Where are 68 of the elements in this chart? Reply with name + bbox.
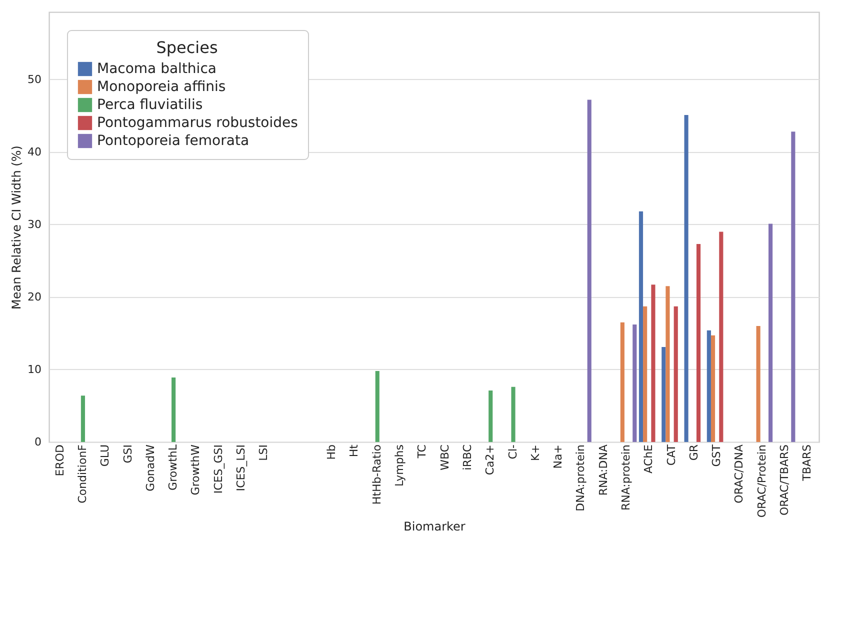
y-tick-label: 30 [28,218,42,231]
bar [710,335,716,442]
legend-label: Perca fluviatilis [97,97,203,113]
x-tick-label: ConditionF [76,444,89,504]
y-tick-label: 50 [28,72,42,86]
bar [80,396,86,442]
x-tick-label: GonadW [144,444,157,492]
bar [696,244,701,442]
x-tick-label: Ca2+ [484,444,497,476]
legend-title: Species [156,38,218,57]
legend-label: Pontoporeia femorata [97,133,250,149]
bar [375,370,380,442]
bar [662,347,666,442]
legend-label: Pontogammarus robustoides [97,115,298,131]
x-tick-label: Cl- [506,444,520,460]
bar [719,232,724,442]
legend-label: Monoporeia affinis [97,79,226,95]
x-tick-label: DNA:protein [574,444,588,512]
x-tick-label: EROD [53,444,66,476]
bar [511,386,516,442]
bar [684,114,688,442]
bar [791,132,796,442]
x-tick-label: LSI [257,444,270,461]
bar [632,324,637,442]
bar [620,322,624,442]
y-tick-label: 20 [28,290,42,304]
x-tick-label: ORAC/DNA [732,444,746,504]
bar [643,306,648,442]
bar [638,211,644,442]
x-axis-title: Biomarker [404,520,466,534]
x-tick-label: CAT [664,444,678,466]
y-tick-label: 40 [28,145,42,158]
bar [768,224,773,442]
bar [756,326,760,442]
x-tick-label: K+ [528,444,542,461]
x-tick-label: WBC [438,444,452,470]
x-tick-label: TBARS [800,444,814,482]
x-tick-label: TC [416,444,429,460]
y-tick-label: 10 [28,362,42,376]
x-tick-label: RNA:protein [620,444,632,511]
legend-label: Macoma balthica [97,61,216,77]
bar [172,377,176,442]
y-tick-label: 0 [34,436,42,448]
x-tick-label: GrowthW [189,444,202,496]
x-tick-label: GR [687,444,700,461]
x-tick-label: ORAC/TBARS [778,444,792,516]
x-tick-label: ICES_LSI [234,444,248,492]
x-tick-label: Na+ [552,444,565,469]
x-tick-label: ORAC/Protein [755,444,768,518]
bar [488,390,493,442]
x-tick-label: iRBC [460,444,474,470]
bar [666,286,670,442]
x-tick-label: Hb [325,444,338,460]
x-tick-label: Ht [348,444,361,458]
x-tick-label: GSI [121,444,134,464]
x-tick-label: GrowthL [166,444,180,490]
y-axis-title: Mean Relative CI Width (%) [10,146,24,310]
x-tick-label: GST [710,444,724,467]
x-tick-label: RNA:DNA [596,444,610,496]
x-tick-label: GLU [98,444,112,467]
x-tick-label: Lymphs [393,444,406,487]
bar [587,100,592,442]
x-tick-label: HtHb-Ratio [370,444,384,505]
x-tick-label: AChE [642,444,656,474]
bar [651,284,656,442]
bar [674,306,678,442]
x-tick-label: ICES_GSI [212,444,225,494]
bar [706,330,711,442]
